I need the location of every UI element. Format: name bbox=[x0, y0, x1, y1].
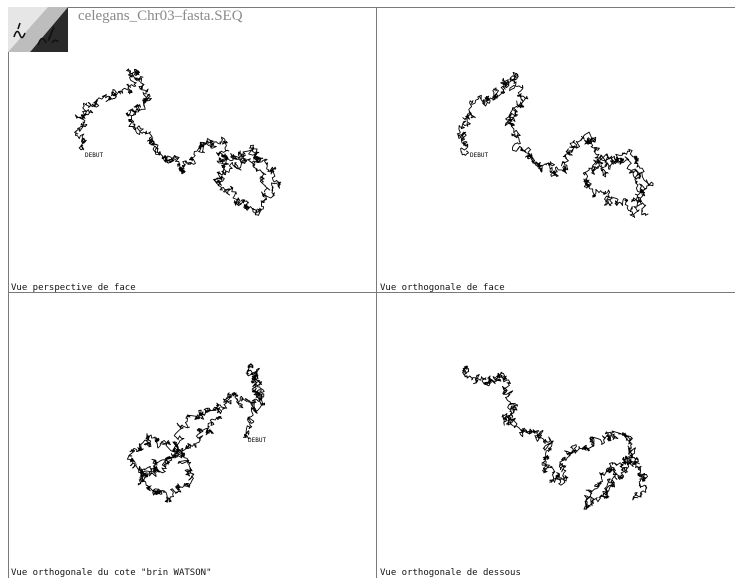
walk-path-group bbox=[456, 72, 654, 218]
walk-path-group bbox=[74, 68, 282, 216]
walk-path bbox=[462, 365, 648, 510]
dna-walk-plot-perspective: DEBUT bbox=[74, 68, 282, 216]
view-label-watson: Vue orthogonale du cote "brin WATSON" bbox=[11, 568, 212, 578]
start-marker: DEBUT bbox=[85, 152, 103, 159]
start-marker: DEBUT bbox=[248, 437, 266, 444]
dna-walk-plot-front: DEBUT bbox=[456, 72, 654, 218]
dna-walk-plot-watson: DEBUT bbox=[126, 363, 266, 503]
app-logo bbox=[8, 7, 68, 52]
view-label-below: Vue orthogonale de dessous bbox=[380, 568, 521, 578]
walk-path-group bbox=[126, 363, 266, 503]
start-marker: DEBUT bbox=[470, 152, 488, 159]
view-label-front: Vue orthogonale de face bbox=[380, 283, 505, 293]
walk-path bbox=[456, 72, 654, 218]
dna-walk-plot-below bbox=[462, 365, 648, 510]
view-label-perspective: Vue perspective de face bbox=[11, 283, 136, 293]
walk-path bbox=[74, 68, 282, 216]
walk-path-group bbox=[462, 365, 648, 510]
window-title: celegans_Chr03–fasta.SEQ bbox=[78, 8, 243, 24]
horizontal-divider bbox=[8, 292, 735, 293]
walk-path bbox=[126, 363, 266, 503]
